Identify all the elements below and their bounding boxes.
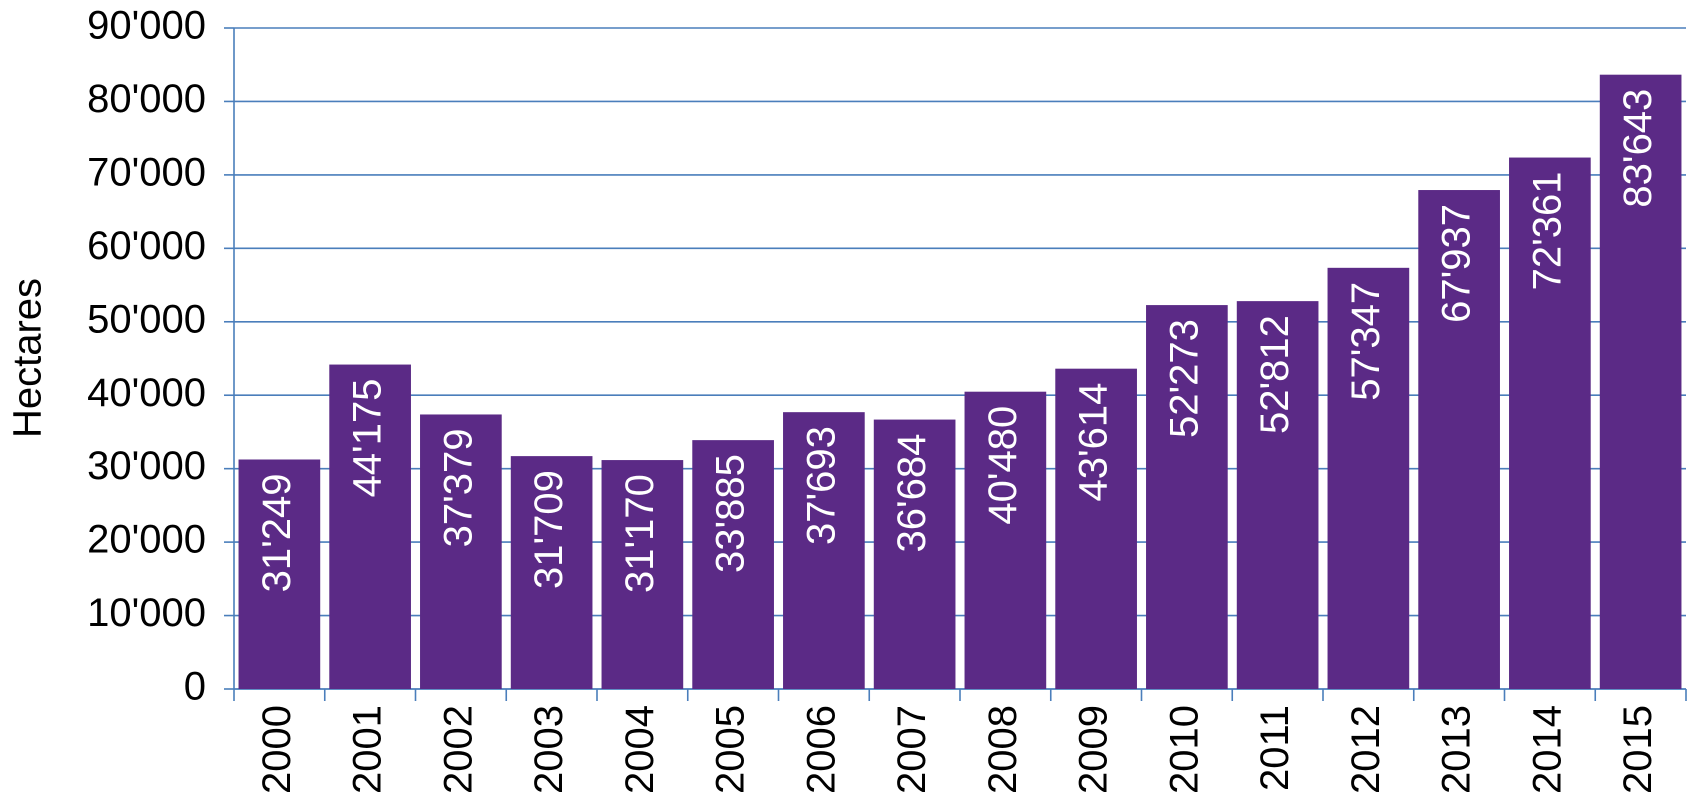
x-tick-label: 2004: [618, 705, 662, 794]
bar: [1599, 74, 1682, 689]
y-tick-label: 0: [184, 665, 206, 709]
bar: [1236, 301, 1319, 689]
y-tick-label: 60'000: [87, 224, 206, 268]
bar: [1146, 305, 1228, 689]
bar: [964, 391, 1047, 689]
data-label: 31'709: [527, 470, 571, 589]
data-label: 37'379: [436, 428, 480, 547]
data-label: 67'937: [1435, 204, 1479, 323]
bar: [692, 440, 774, 689]
bar: [783, 412, 865, 689]
x-tick-label: 2005: [709, 705, 753, 794]
x-tick-label: 2002: [436, 705, 480, 794]
data-label: 57'347: [1344, 282, 1388, 401]
bar: [238, 459, 321, 689]
bar: [1418, 190, 1500, 690]
x-tick-label: 2011: [1253, 705, 1297, 791]
data-label: 52'273: [1162, 319, 1206, 438]
y-tick-label: 30'000: [87, 444, 206, 488]
bar: [1055, 368, 1137, 689]
bar: [329, 364, 411, 689]
bar: [873, 419, 956, 689]
y-axis-label: Hectares: [6, 278, 50, 438]
data-label: 31'170: [618, 474, 662, 593]
data-label: 33'885: [709, 454, 753, 573]
y-tick-label: 10'000: [87, 591, 206, 635]
data-label: 36'684: [890, 434, 934, 553]
x-tick-label: 2001: [346, 705, 390, 794]
x-tick-label: 2003: [527, 705, 571, 794]
bar: [420, 414, 502, 689]
y-tick-label: 50'000: [87, 297, 206, 341]
x-tick-label: 2009: [1072, 705, 1116, 794]
x-tick-label: 2015: [1616, 705, 1660, 794]
bar: [601, 460, 684, 689]
data-label: 40'480: [981, 406, 1025, 525]
data-label: 44'175: [346, 379, 390, 498]
x-tick-label: 2012: [1344, 705, 1388, 794]
data-label: 83'643: [1616, 89, 1660, 208]
x-tick-label: 2010: [1162, 705, 1206, 794]
x-tick-label: 2006: [799, 705, 843, 794]
data-label: 37'693: [799, 426, 843, 545]
y-tick-label: 90'000: [87, 4, 206, 48]
x-tick-label: 2008: [981, 705, 1025, 794]
y-tick-label: 70'000: [87, 150, 206, 194]
bar: [510, 456, 593, 689]
y-tick-label: 20'000: [87, 518, 206, 562]
data-label: 72'361: [1525, 172, 1569, 291]
bar: [1509, 157, 1591, 690]
data-label: 52'812: [1253, 315, 1297, 434]
x-tick-label: 2013: [1435, 705, 1479, 794]
data-label: 31'249: [255, 473, 299, 592]
y-tick-label: 40'000: [87, 371, 206, 415]
data-label: 43'614: [1072, 383, 1116, 502]
bar: [1327, 267, 1410, 689]
x-tick-label: 2014: [1525, 705, 1569, 794]
x-tick-label: 2007: [890, 705, 934, 794]
x-tick-label: 2000: [255, 705, 299, 794]
y-tick-label: 80'000: [87, 77, 206, 121]
